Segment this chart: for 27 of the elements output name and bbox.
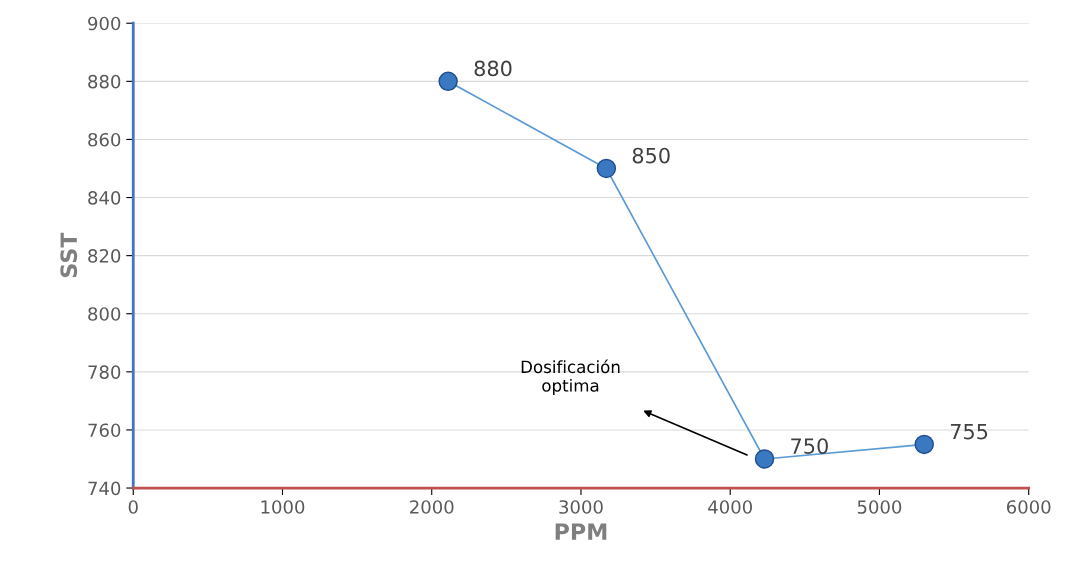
point [596, 158, 617, 179]
x-tick-label: 2000 [410, 500, 454, 514]
data-label: 750 [791, 438, 828, 454]
point [754, 449, 775, 469]
data-label: 880 [474, 60, 512, 77]
data-label: 755 [950, 423, 988, 440]
x-tick-label: 4000 [708, 500, 752, 514]
y-tick-label: 740 [88, 481, 121, 496]
x-tick-label: 1000 [261, 500, 305, 514]
x-tick-label: 0 [128, 500, 138, 514]
x-tick-label: 5000 [857, 500, 902, 514]
y-tick-label: 860 [88, 132, 121, 147]
x-tick-label: 6000 [1006, 500, 1051, 514]
y-tick-label: 760 [88, 423, 121, 438]
x-axis-title: PPM [555, 523, 607, 540]
annotation: Dosificación optima [521, 359, 620, 396]
y-tick-label: 840 [88, 191, 121, 205]
point [914, 434, 934, 455]
y-tick-label: 880 [88, 74, 121, 89]
y-tick-label: 780 [88, 365, 121, 379]
y-tick-label: 820 [88, 249, 121, 263]
x-tick-label: 3000 [559, 500, 603, 514]
y-tick-label: 900 [88, 16, 121, 31]
data-label: 850 [632, 147, 670, 164]
y-axis-title: SST [60, 232, 78, 278]
point [438, 71, 458, 92]
y-tick-label: 800 [88, 307, 121, 321]
